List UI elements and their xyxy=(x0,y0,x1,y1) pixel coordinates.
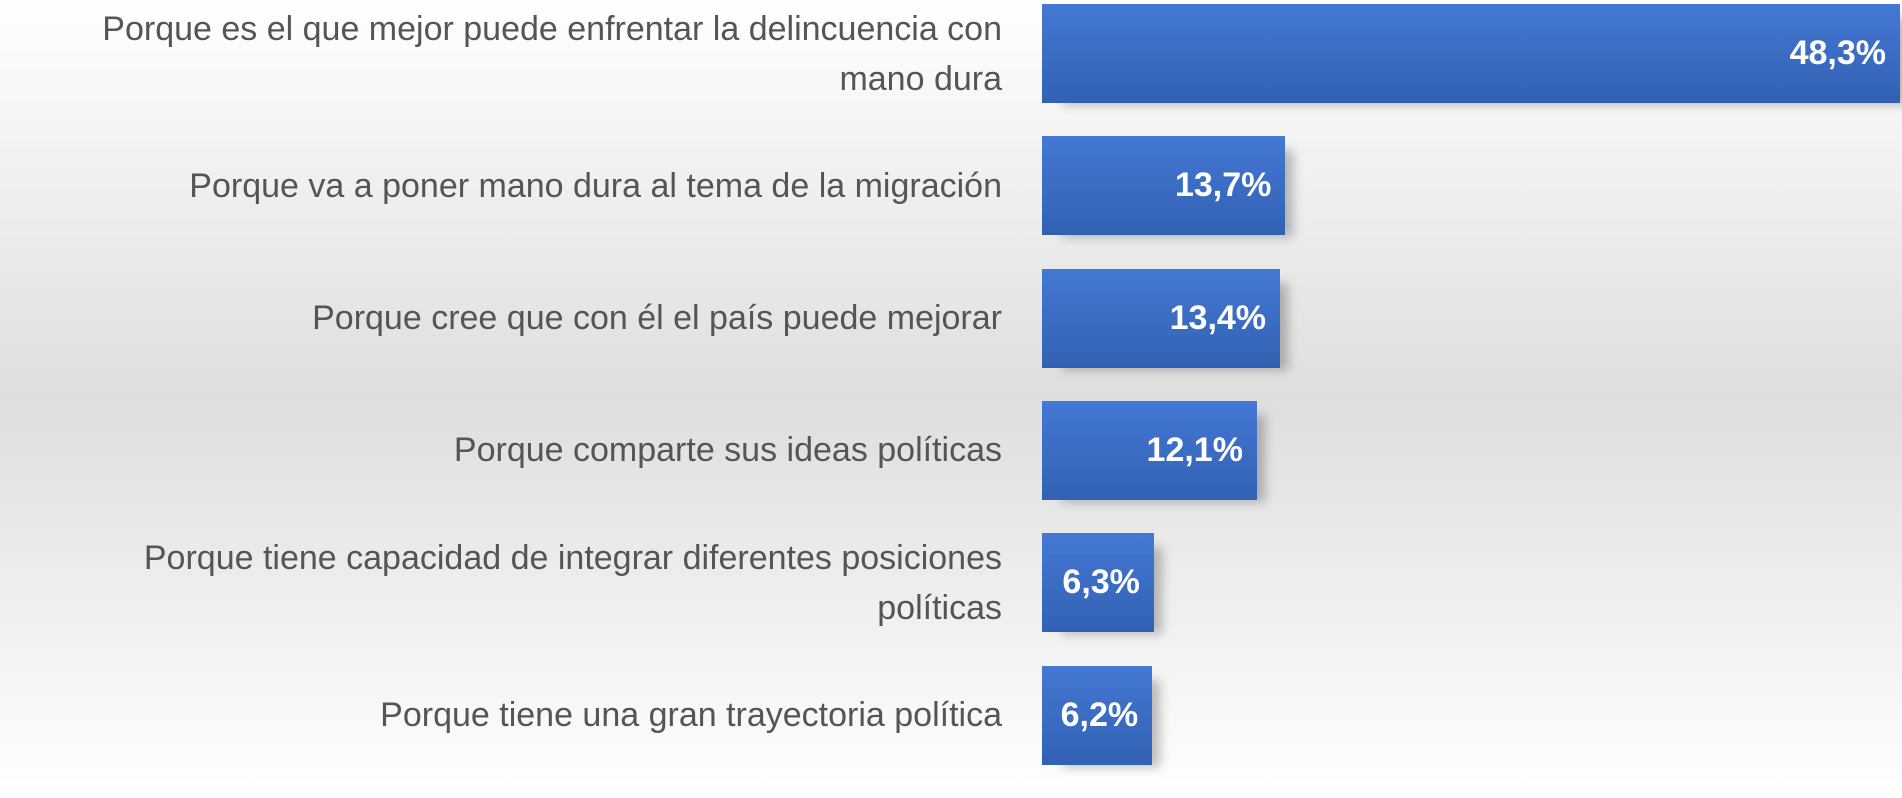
value-label: 12,1% xyxy=(1146,430,1243,469)
value-label: 6,2% xyxy=(1060,695,1139,734)
bar xyxy=(1042,4,1900,103)
value-label: 48,3% xyxy=(1789,34,1886,72)
category-label: Porque cree que con él el país puede mej… xyxy=(312,299,1002,338)
value-label: 6,3% xyxy=(1062,563,1140,602)
value-label: 13,7% xyxy=(1174,166,1272,205)
bar xyxy=(1042,533,1154,633)
category-label: Porque comparte sus ideas políticas xyxy=(453,431,1002,470)
category-label: Porque es el que mejor puede enfrentar l… xyxy=(102,9,1002,98)
bar xyxy=(1042,136,1286,236)
category-label: Porque tiene capacidad de integrar difer… xyxy=(143,538,1002,627)
bar xyxy=(1042,400,1257,500)
category-label: Porque tiene una gran trayectoria políti… xyxy=(380,696,1002,734)
category-label: Porque va a poner mano dura al tema de l… xyxy=(189,166,1002,205)
bar xyxy=(1042,665,1153,765)
bar xyxy=(1042,268,1281,368)
value-label: 13,4% xyxy=(1169,298,1267,337)
